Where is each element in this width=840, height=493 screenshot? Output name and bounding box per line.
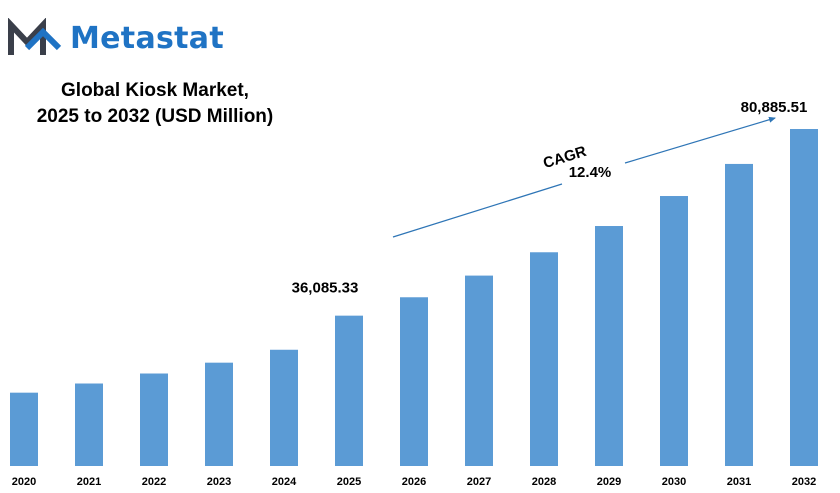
bar-2025: [335, 315, 363, 466]
bar-2024: [270, 349, 298, 466]
metastat-logo: Metastat: [8, 18, 224, 58]
bar-2028: [530, 252, 558, 466]
cagr-arrow-line-start: [392, 183, 563, 238]
bar-2027: [465, 275, 493, 466]
logo-mark-icon: [8, 18, 62, 55]
x-tick-2027: 2027: [467, 476, 491, 488]
bar-2032: [790, 129, 818, 466]
bar-2026: [400, 297, 428, 466]
bar-2023: [205, 362, 233, 466]
bar-2029: [595, 226, 623, 466]
bar-2020: [10, 392, 38, 466]
data-label-2025: 36,085.33: [292, 280, 359, 297]
x-tick-2032: 2032: [792, 476, 816, 488]
x-tick-2023: 2023: [207, 476, 231, 488]
x-tick-2025: 2025: [337, 476, 361, 488]
x-tick-2028: 2028: [532, 476, 556, 488]
x-tick-2022: 2022: [142, 476, 166, 488]
x-tick-2021: 2021: [77, 476, 101, 488]
x-axis-ticks: 2020 2021 2022 2023 2024 2025 2026 2027 2028 2029…: [12, 476, 816, 488]
x-tick-2029: 2029: [597, 476, 621, 488]
bar-2030: [660, 196, 688, 467]
chart-title-line-1: Global Kiosk Market,: [61, 80, 249, 101]
cagr-value: 12.4%: [569, 164, 612, 181]
x-tick-2024: 2024: [272, 476, 297, 488]
x-tick-2031: 2031: [727, 476, 751, 488]
bar-2022: [140, 373, 168, 466]
bar-2031: [725, 163, 753, 466]
x-tick-2026: 2026: [402, 476, 426, 488]
brand-name: Metastat: [70, 20, 224, 56]
bar-2021: [75, 383, 103, 466]
bars-layer: [10, 129, 818, 467]
x-tick-2020: 2020: [12, 476, 36, 488]
x-tick-2030: 2030: [662, 476, 686, 488]
chart-title: Global Kiosk Market, 2025 to 2032 (USD M…: [0, 78, 310, 130]
chart-title-line-2: 2025 to 2032 (USD Million): [36, 106, 274, 127]
data-labels: 36,085.33 80,885.51: [292, 99, 808, 297]
data-label-2032: 80,885.51: [741, 99, 808, 116]
cagr-arrow-line-end: [624, 116, 776, 164]
